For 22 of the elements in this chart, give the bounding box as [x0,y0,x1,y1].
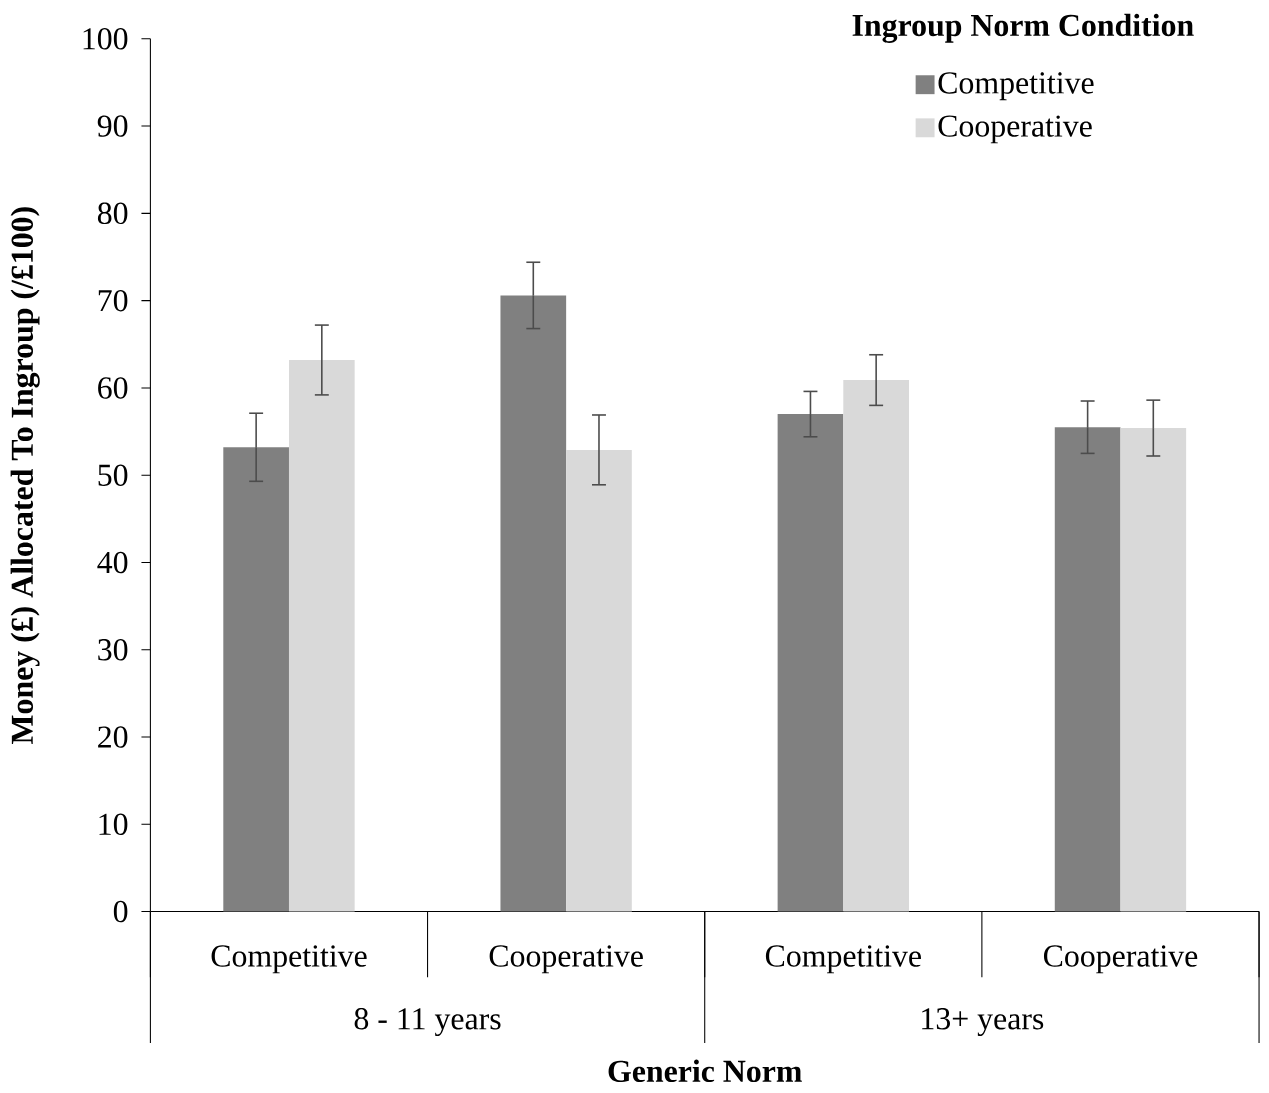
x-tick-label: Cooperative [1043,945,1198,974]
y-tick-label: 100 [83,28,128,50]
y-tick-label: 60 [98,377,128,399]
y-tick-label: 30 [98,639,128,661]
y-axis-title: Money (£) Allocated To Ingroup (/£100) [10,207,40,745]
y-tick-label: 90 [97,115,128,137]
x-tick-label: Competitive [211,945,367,974]
x-tick-label: Competitive [765,945,921,974]
text: 13+ years [922,1008,1044,1037]
legend-label: Cooperative [938,115,1092,144]
y-tick-label: 80 [97,202,128,225]
y-tick-label: 0 [113,901,128,923]
y-tick-label: 70 [98,290,128,312]
y-tick-label: 20 [98,726,128,748]
legend-label: Competitive [938,72,1094,101]
y-tick-label: 40 [97,551,128,574]
text: 8 - 11 years [354,1008,501,1037]
legend-title: Ingroup Norm Condition [852,13,1194,44]
x-axis-title: Generic Norm [608,1059,802,1083]
y-tick-label: 10 [99,813,128,836]
x-tick-label: Cooperative [489,945,643,974]
y-tick-label: 50 [98,464,128,487]
